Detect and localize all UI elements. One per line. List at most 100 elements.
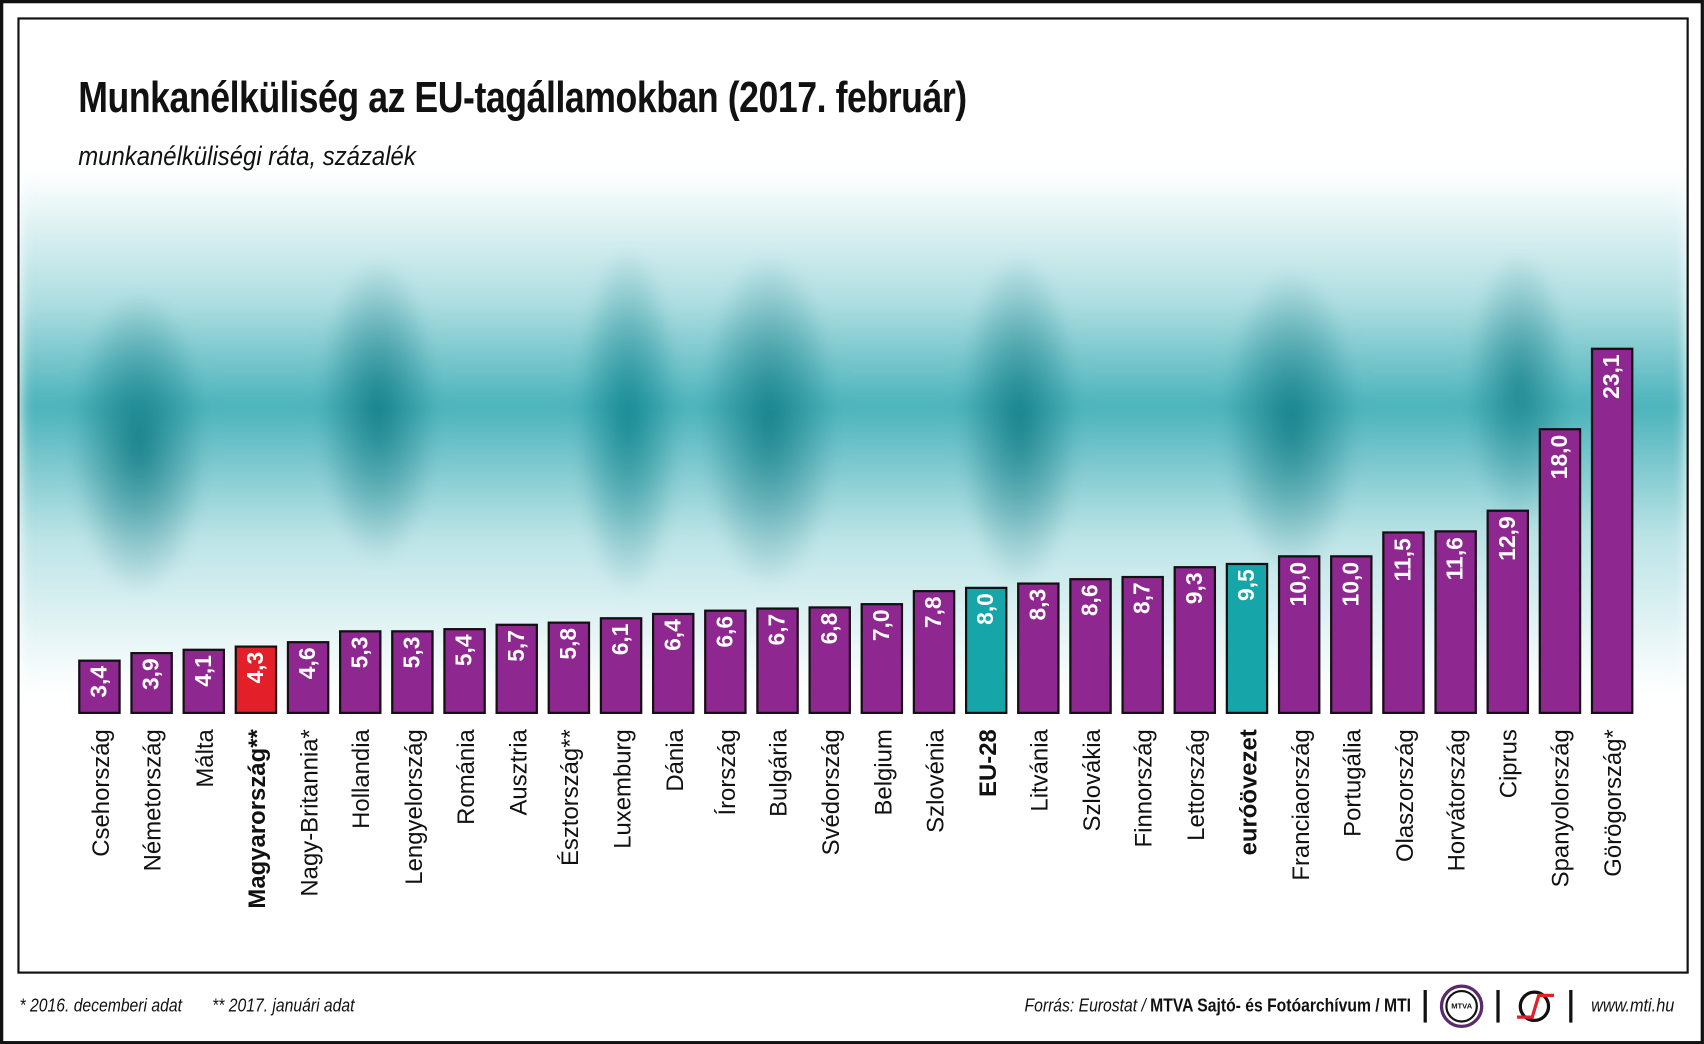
- value-label: 5,4: [452, 634, 478, 667]
- category-label: Nagy-Britannia*: [295, 729, 323, 897]
- bar-10: [599, 617, 643, 714]
- category-label: Spanyolország: [1546, 729, 1574, 888]
- chart-subtitle: munkanélküliségi ráta, százalék: [78, 141, 416, 172]
- category-label: Lettország: [1181, 729, 1209, 841]
- value-label: 5,3: [399, 636, 425, 668]
- bar-22: [1225, 563, 1269, 714]
- category-label: Bulgária: [764, 729, 792, 817]
- bar-17: [964, 587, 1008, 714]
- bar-0: [78, 660, 121, 714]
- category-label: Portugália: [1338, 729, 1366, 837]
- bar-23: [1277, 555, 1321, 714]
- value-label: 10,0: [1286, 562, 1312, 607]
- category-label: Szlovákia: [1077, 729, 1105, 832]
- bar-27: [1486, 509, 1529, 714]
- chart-panel: Munkanélküliség az EU-tagállamokban (201…: [17, 17, 1689, 974]
- value-label: 7,8: [921, 596, 947, 629]
- category-label: Málta: [190, 729, 218, 788]
- mti-logo-icon: [1513, 985, 1556, 1028]
- category-label: Olaszország: [1390, 729, 1418, 863]
- category-label: euróövezet: [1234, 729, 1262, 856]
- value-label: 7,0: [869, 609, 895, 642]
- value-label: 8,0: [973, 593, 999, 626]
- bar-20: [1121, 576, 1164, 714]
- mtva-logo-icon: MTVA: [1439, 984, 1484, 1029]
- category-label: Lengyelország: [399, 729, 427, 885]
- source-prefix: Forrás: Eurostat /: [1024, 995, 1150, 1017]
- value-label: 3,4: [86, 666, 112, 699]
- value-label: 6,6: [712, 615, 738, 648]
- bar-28: [1538, 428, 1582, 714]
- bar-4: [286, 641, 330, 714]
- category-label: Finnország: [1129, 729, 1157, 848]
- bar-26: [1434, 530, 1477, 714]
- source-bold: MTVA Sajtó- és Fotóarchívum / MTI: [1149, 995, 1411, 1017]
- bar-5: [339, 629, 382, 714]
- bar-29: [1590, 347, 1634, 714]
- value-label: 18,0: [1547, 435, 1573, 480]
- value-label: 8,3: [1025, 588, 1051, 621]
- category-label: Magyarország**: [242, 729, 271, 909]
- value-label: 11,5: [1390, 538, 1416, 582]
- category-label: Románia: [451, 729, 479, 825]
- bar-9: [547, 621, 591, 714]
- divider: [1496, 989, 1500, 1023]
- category-label: Írország: [712, 729, 741, 816]
- category-label: Ciprus: [1494, 729, 1522, 799]
- bar-13: [756, 607, 799, 714]
- chart-title: Munkanélküliség az EU-tagállamokban (201…: [78, 73, 967, 122]
- value-label: 3,9: [139, 658, 165, 691]
- mtva-logo-text: MTVA: [1445, 989, 1478, 1023]
- source-text: Forrás: Eurostat / MTVA Sajtó- és Fotóar…: [1024, 995, 1411, 1017]
- bar-18: [1017, 582, 1060, 714]
- source-line: Forrás: Eurostat / MTVA Sajtó- és Fotóar…: [956, 984, 1680, 1029]
- value-label: 9,3: [1182, 572, 1208, 605]
- footnote-2: ** 2017. januári adat: [212, 995, 355, 1017]
- category-label: Franciaország: [1286, 729, 1314, 881]
- bar-16: [912, 590, 956, 714]
- bar-2: [182, 648, 225, 714]
- website-link[interactable]: www.mti.hu: [1591, 995, 1675, 1017]
- category-label: Luxemburg: [608, 729, 636, 849]
- value-label: 10,0: [1338, 562, 1364, 607]
- value-label: 8,6: [1078, 583, 1104, 616]
- category-label: Szlovénia: [921, 729, 949, 833]
- bar-12: [704, 609, 747, 714]
- bar-chart: 3,4 Csehország 3,9 Németország 4,1 Málta 4,3 Ma…: [20, 20, 1687, 972]
- value-label: 6,1: [608, 623, 634, 656]
- value-label: 4,3: [243, 652, 269, 684]
- category-label: Németország: [138, 729, 166, 872]
- divider: [1569, 989, 1573, 1023]
- value-label: 11,6: [1443, 536, 1469, 581]
- bar-11: [652, 612, 695, 714]
- category-label: Csehország: [86, 729, 114, 857]
- category-label: Hollandia: [346, 729, 375, 829]
- value-label: 5,3: [347, 636, 373, 668]
- bar-7: [443, 628, 486, 714]
- category-label: Ausztria: [504, 729, 532, 816]
- category-label: Észtország**: [555, 729, 583, 867]
- bar-25: [1382, 531, 1425, 714]
- bar-3: [234, 645, 278, 714]
- category-label: Litvánia: [1025, 729, 1053, 812]
- bar-19: [1069, 577, 1112, 714]
- value-label: 5,8: [556, 628, 582, 661]
- category-label: Görögország*: [1598, 729, 1626, 877]
- value-label: 6,4: [660, 618, 686, 651]
- bar-1: [130, 652, 173, 714]
- category-label: Dánia: [660, 729, 688, 792]
- value-label: 23,1: [1599, 354, 1625, 399]
- footnotes: * 2016. decemberi adat ** 2017. januári …: [20, 995, 381, 1017]
- bar-24: [1330, 555, 1373, 714]
- value-label: 4,6: [295, 647, 321, 680]
- value-label: 4,1: [191, 655, 217, 687]
- bar-8: [495, 623, 538, 714]
- footnote-1: * 2016. decemberi adat: [19, 995, 182, 1017]
- divider: [1423, 989, 1427, 1023]
- category-label: Horvátország: [1442, 729, 1470, 872]
- bar-21: [1173, 566, 1217, 714]
- category-label: Svédország: [816, 729, 845, 856]
- value-label: 8,7: [1130, 582, 1156, 615]
